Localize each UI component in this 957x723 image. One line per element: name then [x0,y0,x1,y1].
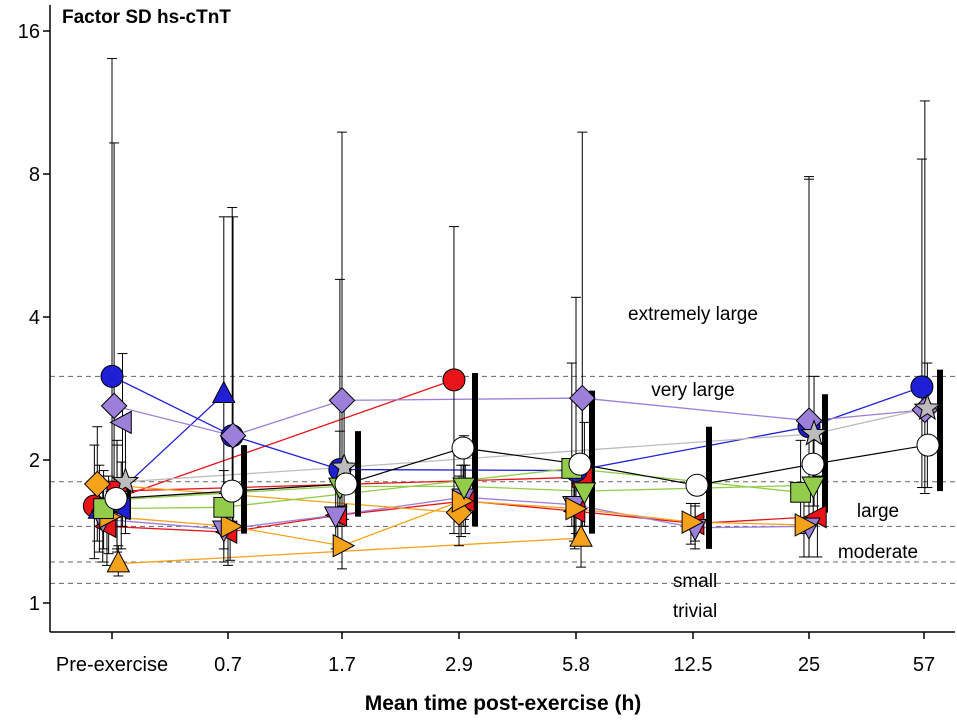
overall-mean-marker-4 [568,452,592,476]
overall-mean-marker-1 [220,479,244,503]
y-tick-label-8: 8 [29,164,40,186]
green-triangle-down-marker-3 [572,482,597,505]
axes: 1 2 4 8 16 Pre-exercise 0.7 1.7 2.9 5.8 12.5 25 57 [18,5,955,676]
orange-triangle-right-marker-5 [681,510,705,534]
threshold-lines [50,375,955,584]
y-tick-label-2: 2 [29,450,40,472]
gray-star-marker-0 [111,467,140,494]
blue-triangle-up-marker-1 [211,380,236,404]
orange-triangle-right-marker-6 [794,513,818,537]
overall-mean-marker-5 [685,473,709,497]
overall-mean-marker-7 [916,433,940,457]
x-tick-label-2: 1.7 [328,654,356,676]
x-tick-label-6: 25 [798,654,820,676]
green-triangle-down-marker-2 [452,477,476,501]
overall-mean-marker-3 [451,436,475,460]
overall-error-bars [125,369,943,549]
purple-diamond-marker-0 [100,392,128,420]
orange-triangle-right-marker-4 [565,496,588,521]
purple-triangle-left-marker-0 [109,410,132,435]
x-tick-label-3: 2.9 [445,654,473,676]
region-label-large: large [857,501,899,522]
region-label-extremely-large: extremely large [628,304,758,325]
purple-diamond-marker-1 [219,422,247,450]
region-labels: trivial small moderate large very large extre… [628,304,918,622]
region-label-trivial: trivial [673,601,717,622]
orange-triangle-up-marker-1 [569,524,593,547]
x-tick-label-7: 57 [913,654,935,676]
x-tick-label-4: 5.8 [562,654,590,676]
red-circle-line [94,379,455,507]
purple-diamond-marker-3 [568,384,596,412]
x-tick-label-0: Pre-exercise [56,654,168,676]
green-triangle-down-marker-4 [801,476,826,499]
gray-star-marker-3 [913,393,942,421]
gray-star-line [125,407,928,483]
markers [82,364,942,573]
red-circle-marker-1 [442,368,466,392]
blue-circle-marker-5 [910,375,934,399]
region-label-small: small [673,571,717,592]
overall-mean-marker-6 [801,452,825,476]
region-label-very-large: very large [651,380,734,401]
region-label-moderate: moderate [838,542,918,563]
y-tick-label-1: 1 [29,593,40,615]
x-tick-label-5: 12.5 [674,654,713,676]
y-tick-label-4: 4 [29,307,40,329]
x-axis-label: Mean time post-exercise (h) [365,692,642,715]
gray-star-marker-2 [800,419,828,446]
purple-diamond-marker-2 [328,387,356,414]
orange-triangle-up-marker-0 [106,549,131,573]
overall-mean-marker-0 [104,486,128,510]
y-tick-label-16: 16 [18,21,40,43]
overall-mean-marker-2 [334,472,358,496]
orange-triangle-right-marker-1 [220,514,244,539]
orange-diamond-line [97,483,460,514]
purple-triangle-down-marker-2 [323,506,348,529]
overall-mean-line [115,444,929,500]
orange-triangle-up-line [118,537,582,565]
x-tick-label-1: 0.7 [214,654,242,676]
blue-circle-marker-0 [100,364,124,388]
green-square-line [103,467,801,510]
purple-diamond-line [113,397,925,437]
chart-title: Factor SD hs-cTnT [62,7,231,28]
orange-diamond-marker-0 [83,470,111,498]
orange-triangle-right-marker-2 [332,533,356,558]
